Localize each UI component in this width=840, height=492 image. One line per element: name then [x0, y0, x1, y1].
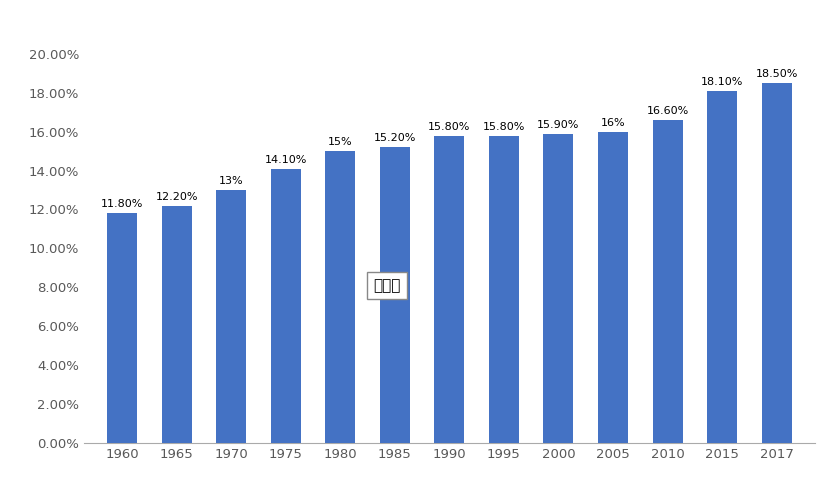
- Text: 绘图区: 绘图区: [374, 278, 401, 293]
- Text: 16%: 16%: [601, 118, 625, 128]
- Text: 11.80%: 11.80%: [101, 199, 144, 210]
- Bar: [434, 136, 465, 443]
- Bar: [162, 206, 192, 443]
- Bar: [380, 147, 410, 443]
- Bar: [762, 83, 791, 443]
- Text: 18.50%: 18.50%: [755, 69, 798, 79]
- Text: 15.80%: 15.80%: [428, 122, 470, 132]
- Text: 15.80%: 15.80%: [483, 122, 525, 132]
- Bar: [707, 91, 737, 443]
- Bar: [598, 132, 628, 443]
- Text: 16.60%: 16.60%: [647, 106, 689, 116]
- Text: 15%: 15%: [328, 137, 353, 147]
- Bar: [270, 169, 301, 443]
- Bar: [325, 151, 355, 443]
- Text: 13%: 13%: [219, 176, 244, 186]
- Bar: [489, 136, 519, 443]
- Bar: [108, 214, 137, 443]
- Text: 12.20%: 12.20%: [155, 192, 198, 202]
- Text: 18.10%: 18.10%: [701, 77, 743, 87]
- Text: 15.20%: 15.20%: [374, 133, 416, 143]
- Bar: [543, 134, 574, 443]
- Text: 15.90%: 15.90%: [538, 120, 580, 130]
- Text: 14.10%: 14.10%: [265, 154, 307, 165]
- Bar: [653, 120, 683, 443]
- Bar: [216, 190, 246, 443]
